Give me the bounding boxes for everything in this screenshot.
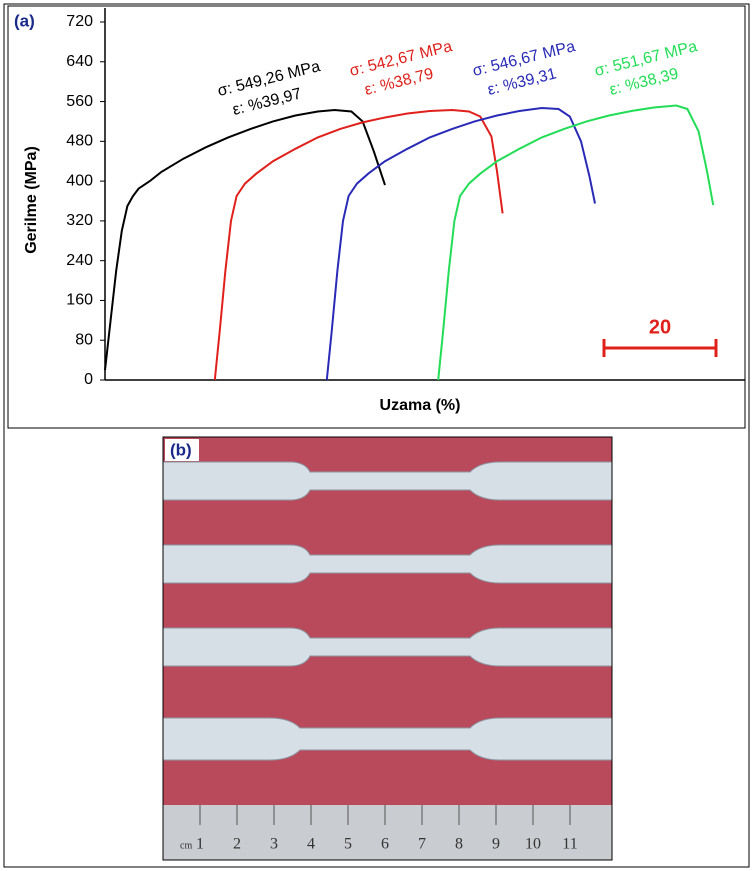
x-axis-title: Uzama (%) <box>380 397 461 414</box>
y-tick-label: 720 <box>66 13 93 30</box>
y-tick-label: 560 <box>66 93 93 110</box>
ruler-number: 1 <box>196 836 204 853</box>
photo: (b) cm 1 2 3 4 5 6 7 8 9 10 11 <box>162 436 613 861</box>
ruler-number: 5 <box>344 836 352 853</box>
ruler-number: 6 <box>381 836 389 853</box>
y-tick-label: 240 <box>66 252 93 269</box>
panel-label: (a) <box>14 11 35 30</box>
scale-bar-label: 20 <box>649 316 671 338</box>
y-tick-label: 320 <box>66 212 93 229</box>
ruler-number: 7 <box>418 836 426 853</box>
panel-label: (b) <box>170 440 192 459</box>
y-tick-label: 160 <box>66 292 93 309</box>
y-axis-title: Gerilme (MPa) <box>23 146 40 254</box>
photo-border <box>162 436 613 861</box>
ruler <box>163 805 612 860</box>
ruler-number: 11 <box>562 836 577 853</box>
curve <box>325 106 596 381</box>
ruler-number: 9 <box>492 836 500 853</box>
y-tick-label: 640 <box>66 53 93 70</box>
ruler-number: 8 <box>455 836 463 853</box>
figure-border <box>3 3 750 868</box>
panel-a-border <box>7 5 746 429</box>
y-tick-label: 400 <box>66 172 93 189</box>
panel-label-box <box>165 439 199 461</box>
curve <box>437 104 715 381</box>
ruler-number: 4 <box>307 836 315 853</box>
y-tick-label: 80 <box>75 331 93 348</box>
ruler-number: 3 <box>270 836 278 853</box>
specimens <box>162 461 613 761</box>
y-tick-label: 480 <box>66 133 93 150</box>
ruler-number: 2 <box>233 836 241 853</box>
curve <box>104 108 386 371</box>
ruler-number: 10 <box>525 836 541 853</box>
curve <box>213 108 504 381</box>
ruler-unit: cm <box>180 840 192 851</box>
y-tick-label: 0 <box>84 371 93 388</box>
